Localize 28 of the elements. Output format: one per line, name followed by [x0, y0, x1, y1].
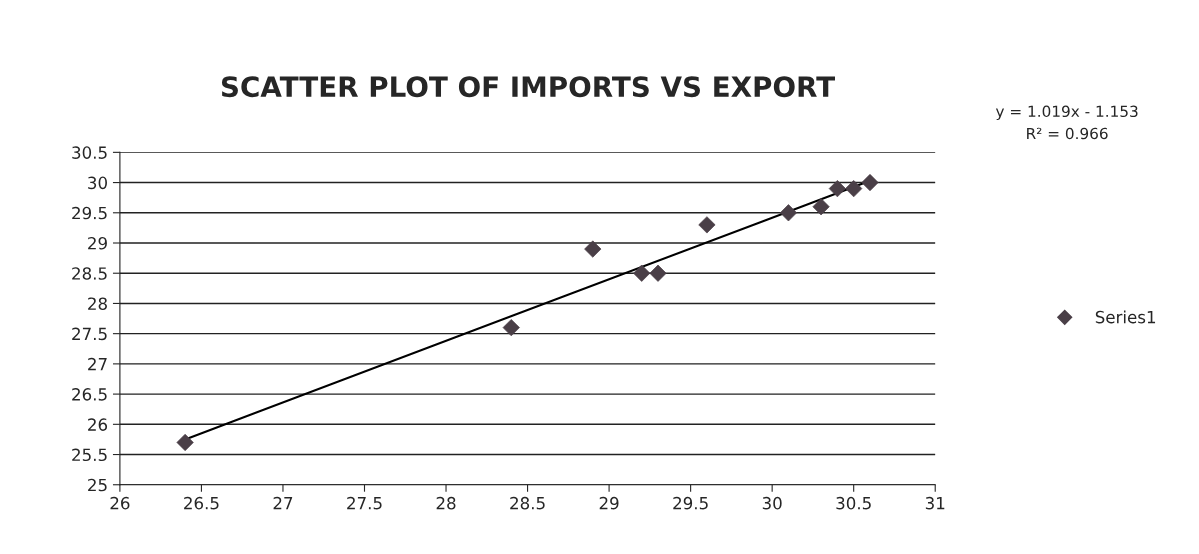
- x-tick-label: 30.5: [836, 496, 871, 510]
- x-tick-label: 27.5: [347, 496, 382, 510]
- y-tick-label: 30.5: [72, 146, 107, 159]
- y-tick-label: 29.5: [72, 206, 107, 220]
- x-tick-label: 28.5: [510, 496, 545, 510]
- legend-label: Series1: [1095, 310, 1156, 324]
- y-tick-label: 25.5: [72, 448, 107, 462]
- y-tick-label: 26: [88, 418, 108, 431]
- text: y = 1.019x - 1.153: [995, 105, 1138, 121]
- y-tick-label: 27: [88, 357, 107, 371]
- text: R² = 0.966: [1027, 127, 1108, 140]
- x-tick-label: 26.5: [184, 496, 219, 510]
- y-tick-label: 30: [88, 176, 107, 190]
- y-tick-label: 26.5: [72, 388, 107, 401]
- y-tick-label: 29: [88, 236, 107, 250]
- x-tick-label: 31: [925, 496, 945, 510]
- point: [698, 216, 716, 234]
- x-tick-label: 30: [762, 496, 782, 510]
- x-tick-label: 28: [436, 496, 456, 510]
- x-tick-label: 29.5: [673, 496, 708, 510]
- x-tick-label: 29: [599, 496, 619, 510]
- y-tick-label: 28.5: [72, 267, 107, 280]
- x-tick-label: 27: [273, 496, 293, 510]
- y-tick-label: 25: [88, 478, 107, 492]
- x-tick-label: 26: [110, 496, 130, 510]
- chart-title: SCATTER PLOT OF IMPORTS VS EXPORT: [221, 76, 835, 98]
- y-tick-label: 28: [88, 297, 107, 311]
- y-tick-label: 27.5: [72, 327, 107, 341]
